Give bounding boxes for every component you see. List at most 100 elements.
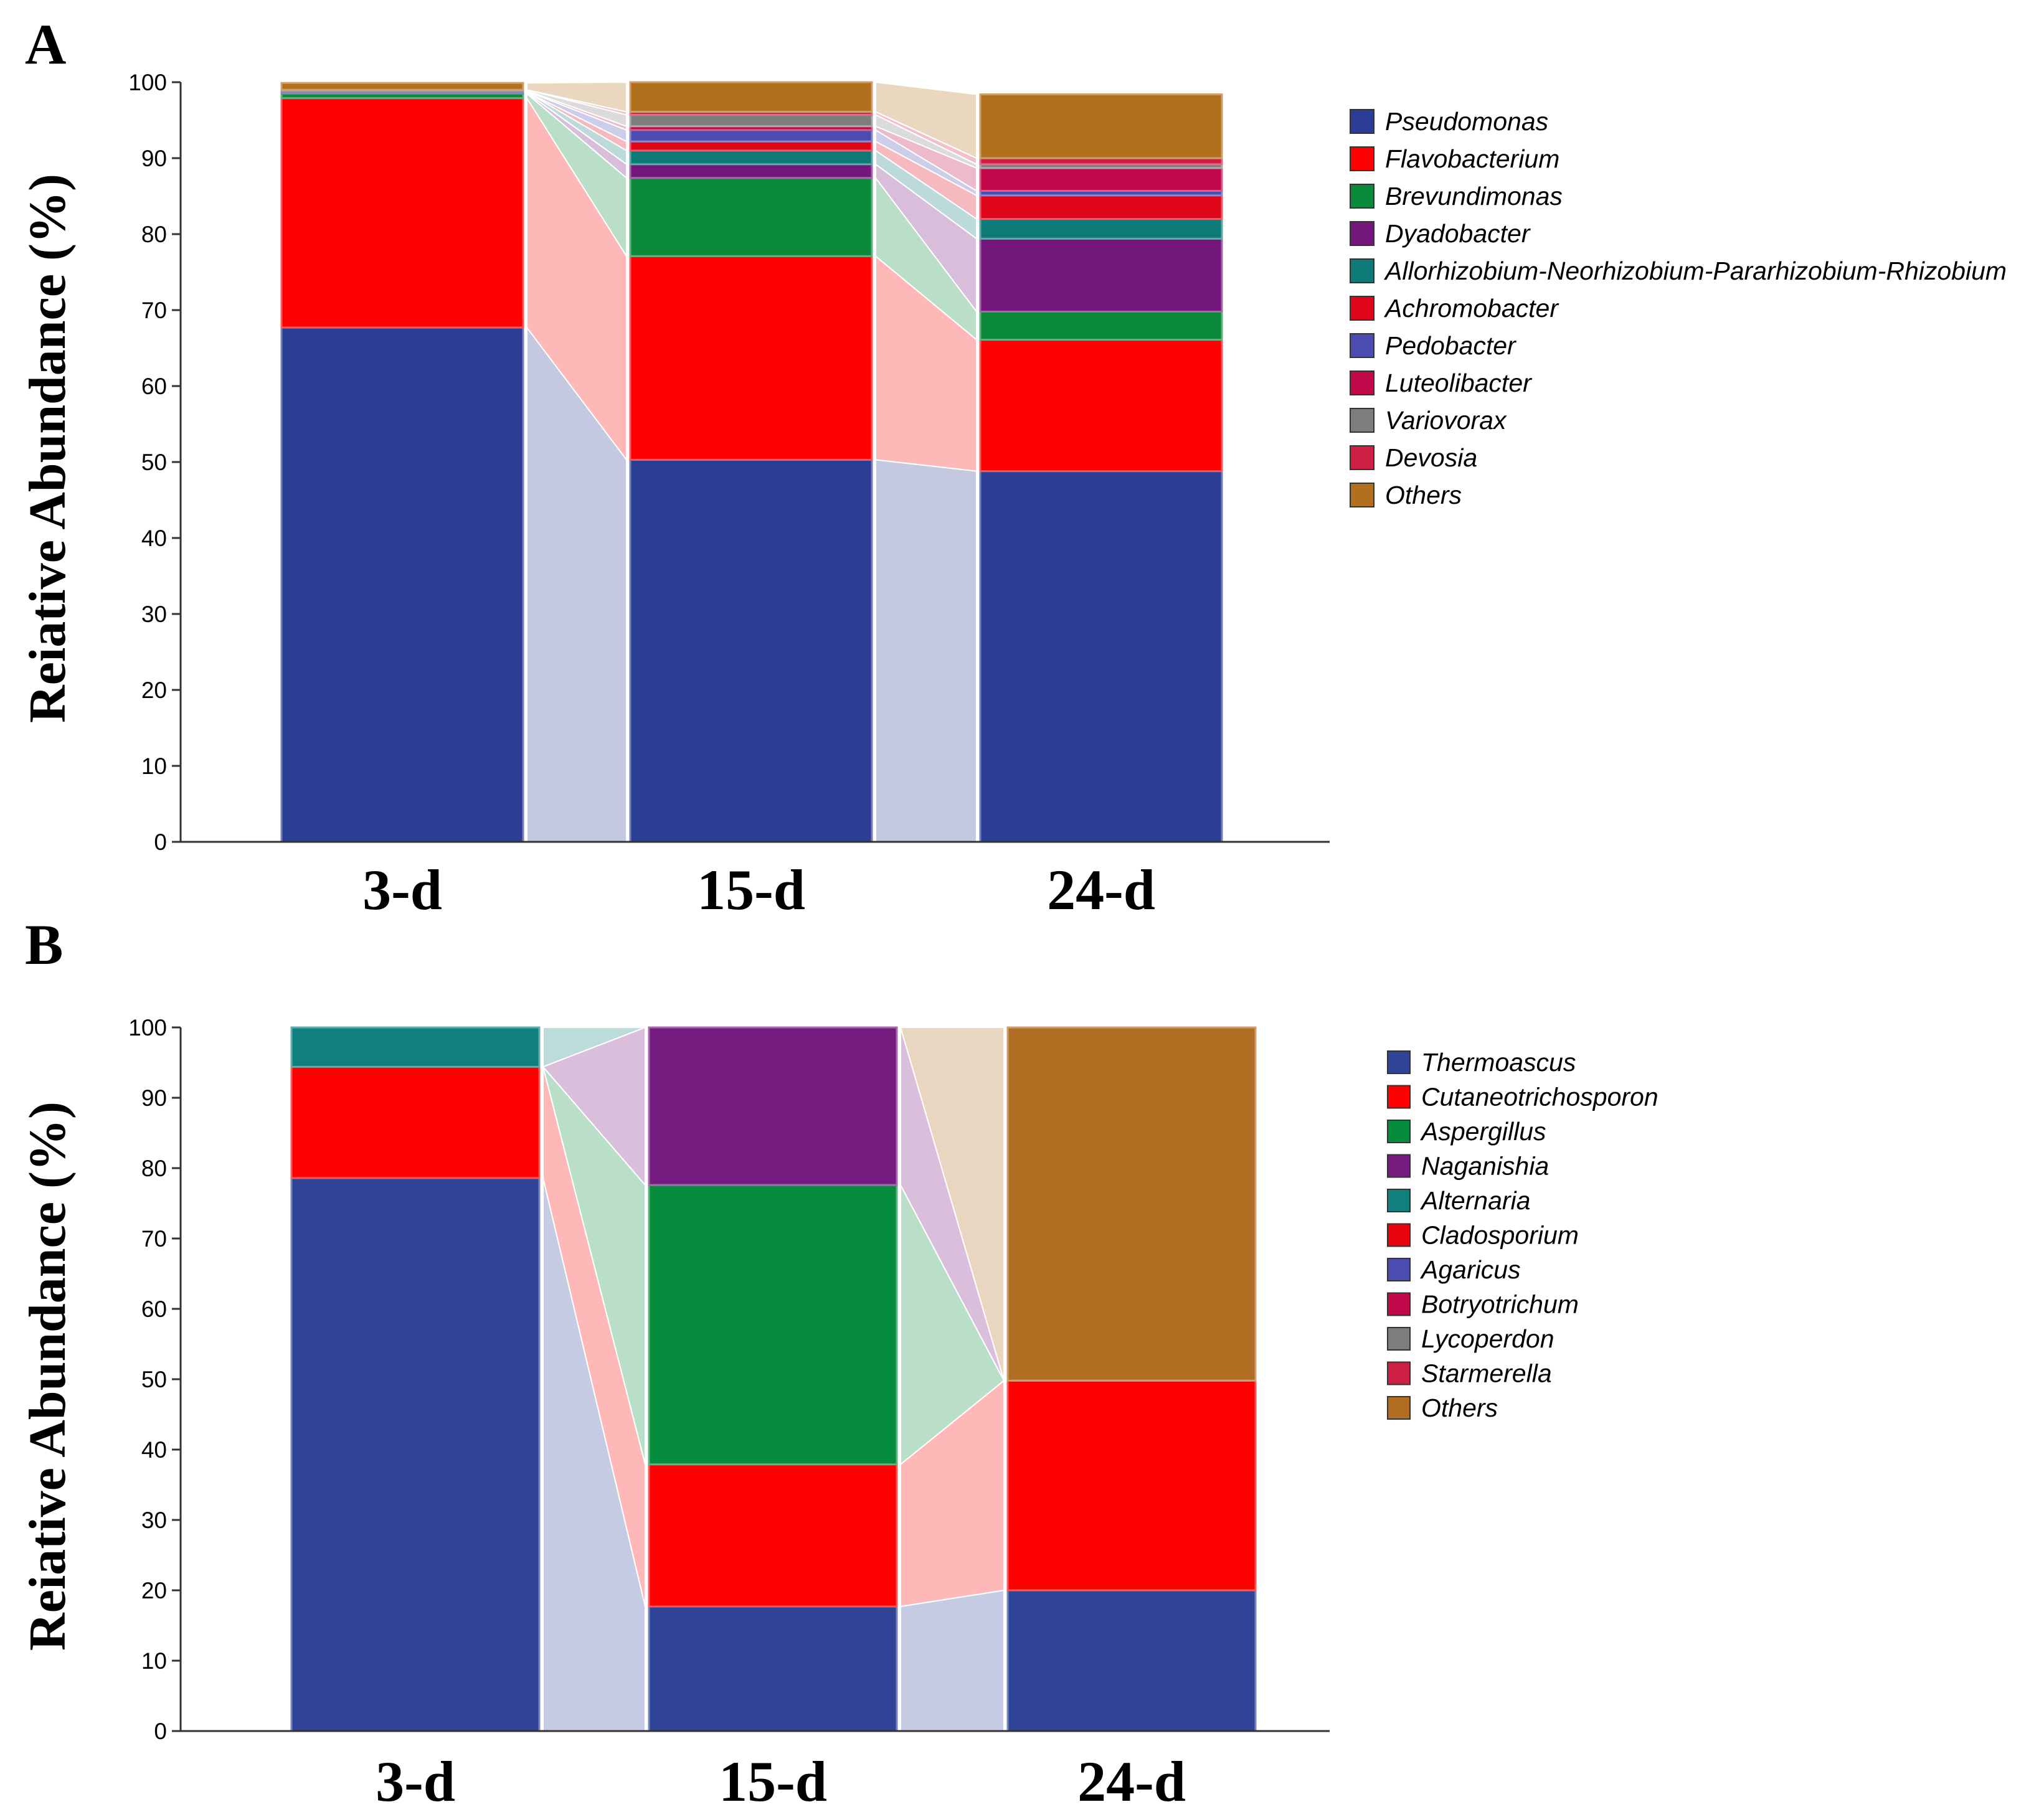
panel-a-y-axis-label: Reiative Abundance (%) xyxy=(19,174,77,723)
panel-b-legend-swatch-botryotrichum xyxy=(1387,1292,1411,1316)
panel-a-bar-15-d-allorhizobium-neorhizobium-pararhizobium-rhizobium xyxy=(629,149,873,166)
panel-b-y-tick-60: 60 xyxy=(141,1296,167,1322)
panel-a-x-tick-24-d: 24-d xyxy=(1047,858,1155,922)
panel-b-legend-swatch-aspergillus xyxy=(1387,1120,1411,1143)
panel-a-bar-15-d-flavobacterium xyxy=(629,255,873,461)
panel-b-flow-others-1 xyxy=(899,1027,1005,1381)
panel-b-y-tick-20: 20 xyxy=(141,1578,167,1603)
panel-b-bar-3-d-alternaria xyxy=(290,1026,541,1068)
panel-b-legend-label-others: Others xyxy=(1421,1394,1498,1422)
panel-b-y-tick-80: 80 xyxy=(141,1156,167,1181)
panel-a-legend-label-pseudomonas: Pseudomonas xyxy=(1385,107,1548,136)
panel-b-legend-label-lycoperdon: Lycoperdon xyxy=(1421,1324,1554,1353)
panel-a-bar-15-d-variovorax xyxy=(629,113,873,128)
panel-a-y-tick-10: 10 xyxy=(141,753,167,779)
panel-b-bar-15-d-thermoascus xyxy=(648,1605,898,1732)
panel-a-bar-15-d-others xyxy=(629,81,873,113)
panel-b-x-tick-3-d: 3-d xyxy=(376,1750,455,1807)
panel-b-legend-swatch-starmerella xyxy=(1387,1361,1411,1385)
panel-b-bar-15-d-cutaneotrichosporon xyxy=(648,1463,898,1608)
panel-a-y-tick-50: 50 xyxy=(141,450,167,475)
panel-a-legend: Pseudomonas Flavobacterium Brevundimonas Dy… xyxy=(1350,107,2007,509)
panel-a-y-tick-30: 30 xyxy=(141,602,167,627)
panel-b-legend-swatch-alternaria xyxy=(1387,1189,1411,1212)
panel-b-legend-swatch-thermoascus xyxy=(1387,1050,1411,1074)
panel-b: B Reiative Abundance (%) 3-d 15-d 24-d 0 10 2… xyxy=(19,913,1658,1807)
panel-b-y-tick-90: 90 xyxy=(141,1085,167,1111)
panel-b-y-tick-0: 0 xyxy=(154,1719,167,1744)
panel-a-y-tick-80: 80 xyxy=(141,222,167,247)
panel-a-bar-15-d-pedobacter xyxy=(629,129,873,143)
panel-a-legend-swatch-variovorax xyxy=(1350,408,1374,433)
panel-b-legend-swatch-cutaneotrichosporon xyxy=(1387,1085,1411,1109)
panel-b-legend-label-agaricus: Agaricus xyxy=(1419,1255,1521,1284)
panel-b-legend-swatch-agaricus xyxy=(1387,1258,1411,1281)
panel-b-flow-thermoascus-1 xyxy=(900,1589,1005,1732)
panel-a-flow-pseudomonas-1 xyxy=(875,459,977,842)
panel-b-y-tick-100: 100 xyxy=(128,1015,167,1040)
panel-a-flow-others-1 xyxy=(875,81,977,159)
panel-b-legend-swatch-cladosporium xyxy=(1387,1223,1411,1247)
panel-b-y-tick-10: 10 xyxy=(141,1648,167,1674)
panel-b-legend-swatch-others xyxy=(1387,1396,1411,1420)
panel-a-bar-15-d-pseudomonas xyxy=(629,458,873,843)
panel-a-flow-others-0 xyxy=(526,81,627,113)
panel-a-label: A xyxy=(25,12,66,76)
panel-a-legend-swatch-devosia xyxy=(1350,445,1374,470)
panel-b-y-tick-40: 40 xyxy=(141,1437,167,1463)
panel-b-legend-label-aspergillus: Aspergillus xyxy=(1419,1117,1546,1146)
panel-a-bar-3-d-flavobacterium xyxy=(280,97,524,329)
panel-a-bar-15-d-brevundimonas xyxy=(629,177,873,257)
panel-b-legend-swatch-naganishia xyxy=(1387,1154,1411,1178)
panel-a-legend-label-others: Others xyxy=(1385,481,1462,509)
panel-b-bar-24-d-cutaneotrichosporon xyxy=(1006,1379,1257,1592)
panel-b-y-axis-label: Reiative Abundance (%) xyxy=(19,1102,77,1651)
panel-b-legend-label-cutaneotrichosporon: Cutaneotrichosporon xyxy=(1421,1083,1658,1111)
panel-b-flow-alternaria-0 xyxy=(542,1027,646,1068)
panel-a-legend-swatch-luteolibacter xyxy=(1350,370,1374,395)
panel-b-bar-3-d-thermoascus xyxy=(290,1177,541,1732)
panel-a-legend-swatch-pedobacter xyxy=(1350,333,1374,358)
panel-a-bar-24-d-pseudomonas xyxy=(979,470,1223,843)
panel-a-legend-label-achromobacter: Achromobacter xyxy=(1383,294,1559,323)
panel-a-legend-label-variovorax: Variovorax xyxy=(1385,406,1507,435)
panel-b-legend-label-thermoascus: Thermoascus xyxy=(1421,1048,1576,1077)
panel-a-legend-swatch-dyadobacter xyxy=(1350,221,1374,246)
panel-b-bar-3-d-cutaneotrichosporon xyxy=(290,1065,541,1179)
panel-b-x-tick-24-d: 24-d xyxy=(1077,1750,1186,1807)
panel-a-x-tick-15-d: 15-d xyxy=(697,858,805,922)
panel-a-bar-3-d-others xyxy=(280,82,524,91)
panel-b-plot: 3-d 15-d 24-d 0 10 20 30 40 50 60 70 80 90 100 xyxy=(128,1015,1330,1807)
panel-a-legend-label-devosia: Devosia xyxy=(1385,443,1477,472)
panel-a-bar-24-d-brevundimonas xyxy=(979,310,1223,341)
panel-a-y-tick-40: 40 xyxy=(141,526,167,551)
panel-a-y-tick-0: 0 xyxy=(154,829,167,855)
panel-a-legend-swatch-pseudomonas xyxy=(1350,109,1374,134)
panel-a-legend-swatch-brevundimonas xyxy=(1350,184,1374,209)
panel-a: A Reiative Abundance (%) 3-d 15-d 24-d 0 10 2… xyxy=(19,12,2007,922)
panel-b-legend-label-botryotrichum: Botryotrichum xyxy=(1421,1290,1579,1319)
panel-a-bar-24-d-flavobacterium xyxy=(979,339,1223,473)
panel-b-bar-24-d-others xyxy=(1006,1026,1257,1382)
panel-a-plot: 3-d 15-d 24-d 0 10 20 30 40 50 60 70 80 90 100 xyxy=(128,70,1330,922)
panel-a-legend-swatch-allorhizobium-neorhizobium-pararhizobium-rhizobium xyxy=(1350,258,1374,283)
panel-b-legend-label-starmerella: Starmerella xyxy=(1421,1359,1552,1388)
panel-a-y-tick-60: 60 xyxy=(141,374,167,399)
panel-b-legend-label-cladosporium: Cladosporium xyxy=(1421,1221,1579,1250)
panel-a-legend-swatch-flavobacterium xyxy=(1350,146,1374,171)
panel-a-legend-swatch-others xyxy=(1350,483,1374,507)
panel-a-legend-label-luteolibacter: Luteolibacter xyxy=(1385,369,1533,397)
panel-a-y-tick-70: 70 xyxy=(141,298,167,323)
panel-b-bar-15-d-naganishia xyxy=(648,1026,898,1186)
panel-a-y-tick-20: 20 xyxy=(141,677,167,703)
panel-a-legend-label-allorhizobium-neorhizobium-pararhizobium-rhizobium: Allorhizobium-Neorhizobium-Pararhizobium… xyxy=(1383,257,2007,285)
panel-b-legend: Thermoascus Cutaneotrichosporon Aspergillu… xyxy=(1387,1048,1658,1422)
panel-a-bar-24-d-allorhizobium-neorhizobium-pararhizobium-rhizobium xyxy=(979,218,1223,240)
panel-a-y-tick-90: 90 xyxy=(141,146,167,171)
panel-a-bar-24-d-others xyxy=(979,93,1223,159)
panel-a-bar-24-d-luteolibacter xyxy=(979,167,1223,192)
panel-b-bar-15-d-aspergillus xyxy=(648,1184,898,1466)
panel-a-legend-label-dyadobacter: Dyadobacter xyxy=(1385,219,1531,248)
panel-b-legend-swatch-lycoperdon xyxy=(1387,1327,1411,1351)
panel-b-legend-label-alternaria: Alternaria xyxy=(1419,1186,1530,1215)
